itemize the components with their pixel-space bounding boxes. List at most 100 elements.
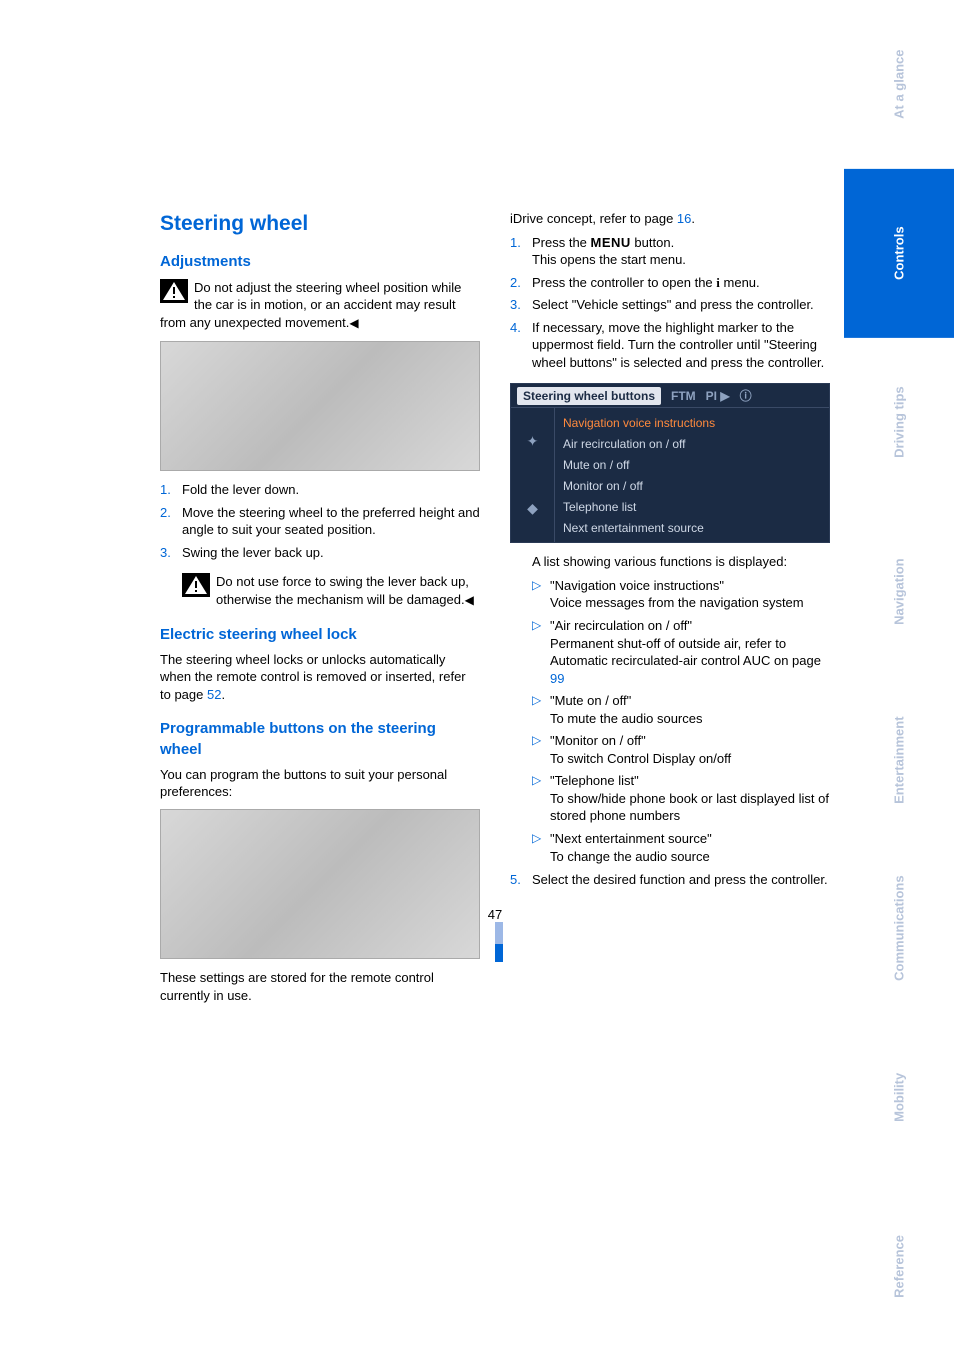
idrive-steps-list: 1. Press the MENU button. This opens the… — [510, 234, 830, 372]
end-mark-icon: ◀ — [465, 592, 474, 608]
prog-text: You can program the buttons to suit your… — [160, 766, 480, 801]
step-number: 3. — [160, 544, 182, 562]
list-item: ▷"Air recirculation on / off"Permanent s… — [532, 617, 830, 687]
list-item: 2. Press the controller to open the i me… — [510, 274, 830, 292]
page-ref[interactable]: 99 — [550, 671, 564, 686]
page-marker-icon — [495, 922, 503, 944]
page-ref[interactable]: 16 — [677, 211, 691, 226]
heading-programmable: Programmable buttons on the steering whe… — [160, 719, 480, 760]
idrive-item: Mute on / off — [563, 457, 821, 473]
sidebar-tab-driving-tips[interactable]: Driving tips — [844, 338, 954, 507]
idrive-side-icon: ◆ — [527, 499, 538, 518]
page-number: 47 — [160, 907, 830, 922]
list-item: 3.Swing the lever back up. — [160, 544, 480, 562]
sidebar-tab-controls[interactable]: Controls — [844, 169, 954, 338]
figure-wheel-buttons — [160, 809, 480, 959]
idrive-item: Air recirculation on / off — [563, 436, 821, 452]
idrive-tab: FTM — [671, 388, 696, 404]
idrive-menu-items: Navigation voice instructions Air recirc… — [555, 408, 829, 542]
lock-text-end: . — [221, 687, 225, 702]
list-item: ▷"Next entertainment source"To change th… — [532, 830, 830, 865]
idrive-body: ✦ ◆ Navigation voice instructions Air re… — [511, 408, 829, 542]
list-item: 4. If necessary, move the highlight mark… — [510, 319, 830, 372]
idrive-tab: ⓘ — [740, 388, 752, 404]
sidebar-tab-reference[interactable]: Reference — [844, 1182, 954, 1351]
idrive-item-highlighted: Navigation voice instructions — [563, 415, 821, 431]
list-item: ▷"Navigation voice instructions"Voice me… — [532, 577, 830, 612]
idrive-item: Next entertainment source — [563, 520, 821, 536]
triangle-bullet-icon: ▷ — [532, 617, 550, 687]
intro-text-end: . — [691, 211, 695, 226]
list-item: 3. Select "Vehicle settings" and press t… — [510, 296, 830, 314]
sidebar-tab-mobility[interactable]: Mobility — [844, 1013, 954, 1182]
idrive-item: Telephone list — [563, 499, 821, 515]
idrive-screenshot: Steering wheel buttons FTM PI ▶ ⓘ ✦ ◆ Na… — [510, 383, 830, 543]
step-text: Press the controller to open the i menu. — [532, 274, 830, 292]
list-item: ▷"Mute on / off"To mute the audio source… — [532, 692, 830, 727]
step-text: Swing the lever back up. — [182, 544, 480, 562]
lock-paragraph: The steering wheel locks or unlocks auto… — [160, 651, 480, 704]
idrive-item: Monitor on / off — [563, 478, 821, 494]
step-number: 4. — [510, 319, 532, 372]
warning-icon — [160, 279, 188, 303]
functions-list: ▷"Navigation voice instructions"Voice me… — [532, 577, 830, 865]
step-number: 5. — [510, 871, 532, 889]
adjustment-steps-list: 1.Fold the lever down. 2.Move the steeri… — [160, 481, 480, 561]
step5-list: 5.Select the desired function and press … — [510, 871, 830, 889]
step-number: 2. — [160, 504, 182, 539]
idrive-side-icon: ✦ — [527, 432, 539, 451]
list-item: 1.Fold the lever down. — [160, 481, 480, 499]
footer-note: These settings are stored for the remote… — [160, 969, 480, 1004]
list-item: 5.Select the desired function and press … — [510, 871, 830, 889]
step-number: 3. — [510, 296, 532, 314]
after-img-text: A list showing various functions is disp… — [532, 553, 830, 571]
list-item: 1. Press the MENU button. This opens the… — [510, 234, 830, 269]
warning-force-text: Do not use force to swing the lever back… — [216, 574, 469, 607]
step-text: Press the MENU button. This opens the st… — [532, 234, 830, 269]
list-item: 2.Move the steering wheel to the preferr… — [160, 504, 480, 539]
page-ref[interactable]: 52 — [207, 687, 221, 702]
idrive-sidebar: ✦ ◆ — [511, 408, 555, 542]
step-number: 1. — [510, 234, 532, 269]
step4-continuation: A list showing various functions is disp… — [532, 553, 830, 865]
intro-text: iDrive concept, refer to page — [510, 211, 677, 226]
triangle-bullet-icon: ▷ — [532, 772, 550, 825]
step-text: Move the steering wheel to the preferred… — [182, 504, 480, 539]
section-sidebar: At a glanceControlsDriving tipsNavigatio… — [844, 0, 954, 1351]
warning-adjust: Do not adjust the steering wheel positio… — [160, 279, 480, 332]
step-number: 2. — [510, 274, 532, 292]
triangle-bullet-icon: ▷ — [532, 692, 550, 727]
sidebar-tab-communications[interactable]: Communications — [844, 844, 954, 1013]
page-content: Steering wheel Adjustments Do not adjust… — [160, 210, 830, 1004]
sidebar-tab-navigation[interactable]: Navigation — [844, 507, 954, 676]
idrive-tab: PI ▶ — [706, 388, 730, 404]
idrive-header: Steering wheel buttons FTM PI ▶ ⓘ — [511, 384, 829, 408]
sidebar-tab-at-a-glance[interactable]: At a glance — [844, 0, 954, 169]
right-column: iDrive concept, refer to page 16. 1. Pre… — [510, 210, 830, 1004]
two-column-layout: Steering wheel Adjustments Do not adjust… — [160, 210, 830, 1004]
figure-lever — [160, 341, 480, 471]
step-text: Fold the lever down. — [182, 481, 480, 499]
step-number: 1. — [160, 481, 182, 499]
triangle-bullet-icon: ▷ — [532, 732, 550, 767]
left-column: Steering wheel Adjustments Do not adjust… — [160, 210, 480, 1004]
list-item: ▷"Monitor on / off"To switch Control Dis… — [532, 732, 830, 767]
sidebar-tab-entertainment[interactable]: Entertainment — [844, 676, 954, 845]
triangle-bullet-icon: ▷ — [532, 577, 550, 612]
heading-adjustments: Adjustments — [160, 252, 480, 272]
intro-line: iDrive concept, refer to page 16. — [510, 210, 830, 228]
step-text: Select the desired function and press th… — [532, 871, 830, 889]
menu-icon: MENU — [591, 235, 631, 250]
warning-adjust-text: Do not adjust the steering wheel positio… — [160, 280, 461, 330]
lock-text: The steering wheel locks or unlocks auto… — [160, 652, 466, 702]
heading-lock: Electric steering wheel lock — [160, 625, 480, 645]
triangle-bullet-icon: ▷ — [532, 830, 550, 865]
step-text: Select "Vehicle settings" and press the … — [532, 296, 830, 314]
warning-icon — [182, 573, 210, 597]
heading-steering-wheel: Steering wheel — [160, 210, 480, 238]
step-text: If necessary, move the highlight marker … — [532, 319, 830, 372]
idrive-selected-tab: Steering wheel buttons — [517, 387, 661, 405]
warning-force: Do not use force to swing the lever back… — [182, 573, 480, 608]
end-mark-icon: ◀ — [349, 315, 358, 331]
list-item: ▷"Telephone list"To show/hide phone book… — [532, 772, 830, 825]
